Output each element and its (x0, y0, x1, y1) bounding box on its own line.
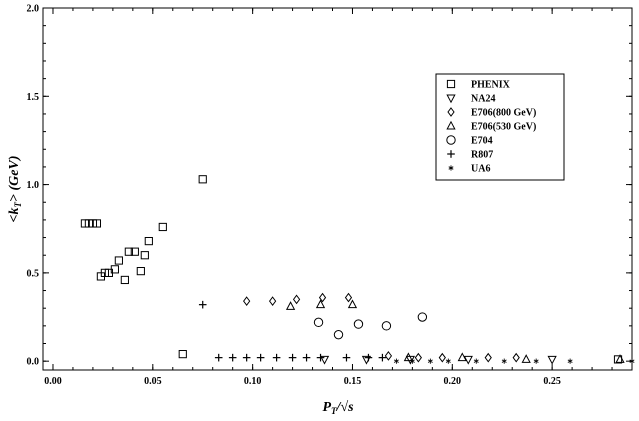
legend-phenix-marker (446, 79, 456, 89)
ua6-point (445, 358, 451, 364)
r807-point (288, 353, 297, 362)
phenix-point (140, 251, 149, 260)
e704-point (417, 312, 428, 322)
y-tick-label: 1.0 (27, 180, 40, 191)
phenix-point (144, 236, 153, 246)
r807-point (214, 353, 223, 362)
phenix-point (613, 355, 623, 364)
e706-800-gev-point (512, 352, 520, 363)
x-tick-label: 0.25 (543, 376, 561, 387)
legend-e706-800-gev-marker (447, 107, 455, 117)
phenix-point (110, 265, 119, 274)
phenix-point (198, 175, 207, 184)
r807-point (342, 353, 351, 362)
x-tick-label: 0.20 (444, 376, 462, 387)
e706-800-gev-point (438, 352, 446, 363)
e706-530-gev-point (403, 352, 414, 362)
e706-800-gev-point (344, 292, 353, 303)
plot-frame (42, 7, 633, 371)
e704-point (381, 321, 392, 331)
r807-point (228, 353, 237, 362)
phenix-point (130, 247, 139, 256)
y-tick-label: 0.5 (27, 268, 40, 279)
legend-e706-530-gev-label: E706(530 GeV) (471, 122, 536, 133)
ua6-point (501, 358, 507, 364)
r807-point (378, 353, 387, 362)
r807-point (198, 300, 207, 309)
x-tick-label: 0.00 (44, 376, 62, 387)
ua6-point (409, 358, 415, 364)
x-axis-label: PT/√s (322, 400, 354, 416)
ua6-point (427, 358, 433, 364)
y-tick-label: 1.5 (27, 92, 40, 103)
phenix-point (158, 222, 167, 232)
legend-box (435, 73, 565, 181)
na24-point (547, 355, 557, 365)
e706-800-gev-point (384, 351, 393, 361)
axis-ticks: 0.00 0.05 0.10 0.15 0.20 0.25 0.0 0.5 1.0 1.5 2.0 (27, 4, 632, 387)
y-tick-label: 0.0 (27, 357, 40, 368)
phenix-point (124, 247, 133, 256)
phenix-point (114, 256, 123, 265)
ua6-point (473, 358, 479, 364)
ua6-point (393, 358, 399, 364)
r807-point (364, 353, 373, 362)
r807-point (256, 353, 265, 362)
r807-point (272, 353, 281, 362)
legend-e706-800-gev-label: E706(800 GeV) (471, 108, 536, 119)
x-tick-label: 0.05 (144, 376, 162, 387)
legend-na24-label: NA24 (471, 94, 495, 105)
phenix-point (120, 275, 129, 285)
r807-point (302, 353, 311, 362)
e706-530-gev-point (285, 301, 296, 310)
e706-530-gev-point (457, 352, 467, 362)
legend-e704-label: E704 (471, 136, 493, 147)
e706-530-gev-point (347, 299, 358, 309)
ua6-point (629, 358, 635, 364)
legend-r807-label: R807 (471, 150, 493, 161)
e706-800-gev-point (292, 294, 301, 305)
na24-point (319, 355, 330, 365)
legend: PHENIX NA24 E706(800 GeV) E706(530 GeV) E704… (435, 73, 565, 181)
phenix-point (92, 219, 102, 228)
ua6-point (533, 358, 539, 364)
r807-point (316, 353, 325, 362)
phenix-point (136, 267, 145, 276)
e706-800-gev-point (318, 292, 327, 303)
r807-point (242, 353, 251, 362)
e706-800-gev-point (414, 352, 422, 363)
x-tick-label: 0.15 (344, 376, 362, 387)
legend-ua6-marker (448, 165, 454, 171)
e704-point (333, 329, 344, 340)
e706-530-gev-point (615, 354, 625, 363)
legend-e706-530-gev-marker (446, 120, 456, 130)
legend-phenix-label: PHENIX (471, 80, 511, 91)
e706-530-gev-point (315, 299, 326, 309)
e704-point (353, 319, 364, 329)
y-axis-label: <kT> (GeV) (7, 156, 23, 223)
e706-800-gev-point (243, 296, 251, 306)
ua6-point (567, 358, 573, 364)
e706-530-gev-point (521, 354, 531, 363)
y-tick-label: 2.0 (27, 4, 40, 15)
e704-point (313, 317, 324, 328)
legend-na24-marker (446, 94, 456, 104)
x-tick-label: 0.10 (244, 376, 262, 387)
phenix-point (178, 350, 187, 359)
legend-ua6-label: UA6 (471, 164, 490, 175)
e706-800-gev-point (484, 352, 492, 363)
legend-r807-marker (447, 150, 455, 158)
legend-e704-marker (446, 135, 456, 145)
e706-800-gev-point (268, 296, 277, 306)
na24-point (463, 355, 473, 365)
data-points (80, 175, 635, 365)
